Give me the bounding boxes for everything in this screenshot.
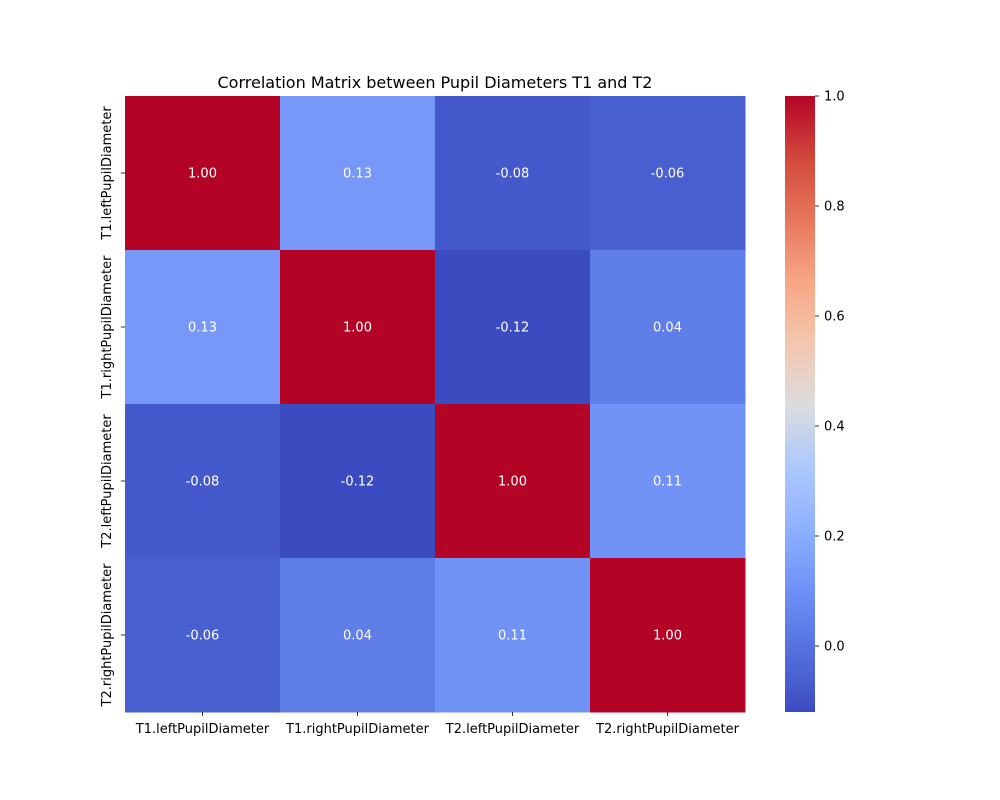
colorbar-tick-label: 0.2 [824,530,845,545]
heatmap-cell [125,558,281,713]
heatmap-cell [125,250,281,405]
x-tick-label: T1.leftPupilDiameter [135,722,270,737]
y-tick-label: T1.leftPupilDiameter [100,106,115,241]
heatmap-cell [435,96,591,251]
heatmap-cell [125,404,281,559]
chart-title: Correlation Matrix between Pupil Diamete… [218,73,653,92]
y-tick-label: T1.rightPupilDiameter [100,255,115,400]
x-tick-label: T1.rightPupilDiameter [285,722,430,737]
x-axis: T1.leftPupilDiameter T1.rightPupilDiamete… [135,712,740,737]
cell-value-label: -0.12 [341,475,375,490]
cell-value-label: -0.08 [496,167,530,182]
cell-value-label: -0.06 [186,629,220,644]
heatmap-cell [590,558,746,713]
x-tick-label: T2.leftPupilDiameter [445,722,580,737]
cell-value-label: -0.06 [651,167,685,182]
colorbar-tick-label: 1.0 [824,90,845,105]
y-tick-label: T2.rightPupilDiameter [100,563,115,708]
heatmap-cell [280,250,436,405]
cell-value-label: 0.04 [653,321,682,336]
heatmap-cell [590,404,746,559]
heatmap-cell [280,404,436,559]
cell-value-label: 0.13 [188,321,217,336]
heatmap-cell [280,558,436,713]
heatmap-cell [280,96,436,251]
heatmap-cell [435,250,591,405]
colorbar: 0.0 0.2 0.4 0.6 0.8 1.0 [785,90,845,712]
y-axis: T1.leftPupilDiameter T1.rightPupilDiamete… [100,106,125,708]
cell-value-label: 1.00 [188,167,217,182]
colorbar-tick-label: 0.0 [824,640,845,655]
heatmap-cell [590,250,746,405]
cell-value-label: 1.00 [653,629,682,644]
y-tick-label: T2.leftPupilDiameter [100,414,115,549]
heatmap-cells: 1.00 0.13 -0.08 -0.06 0.13 1.00 -0.12 0.04 -0.08… [125,96,746,713]
colorbar-tick-label: 0.8 [824,200,845,215]
heatmap-cell [125,96,281,251]
colorbar-tick-label: 0.6 [824,310,845,325]
colorbar-gradient [785,96,815,712]
cell-value-label: 1.00 [498,475,527,490]
cell-value-label: 0.04 [343,629,372,644]
cell-value-label: -0.12 [496,321,530,336]
heatmap-cell [435,558,591,713]
heatmap-cell [590,96,746,251]
cell-value-label: 0.11 [653,475,682,490]
cell-value-label: -0.08 [186,475,220,490]
heatmap-cell [435,404,591,559]
cell-value-label: 1.00 [343,321,372,336]
cell-value-label: 0.13 [343,167,372,182]
cell-value-label: 0.11 [498,629,527,644]
x-tick-label: T2.rightPupilDiameter [595,722,740,737]
colorbar-tick-label: 0.4 [824,420,845,435]
